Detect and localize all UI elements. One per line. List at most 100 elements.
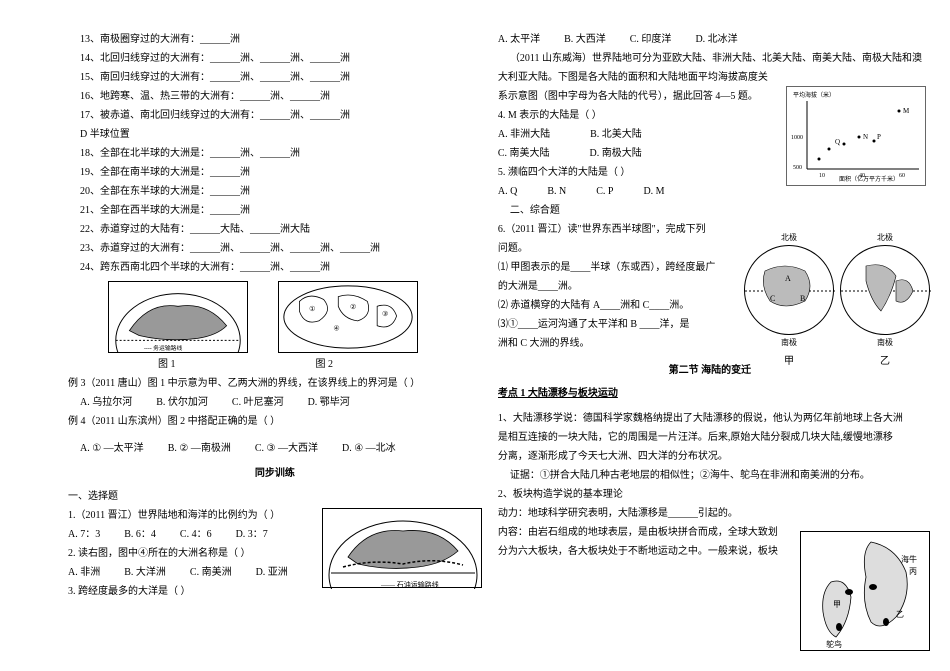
continents-figure: 海牛 丙 乙 甲 鸵鸟 [800, 531, 930, 651]
t2-figure: —— 石油运输路线 [322, 508, 482, 588]
svg-text:鸵鸟: 鸵鸟 [826, 639, 842, 649]
svg-text:海牛: 海牛 [901, 554, 917, 564]
t1-c: C. 4：6 [180, 525, 212, 544]
q4-b: B. 北美大陆 [590, 125, 642, 144]
q5-c: C. P [596, 182, 613, 201]
q17: 17、被赤道、南北回归线穿过的大洲有：______洲、______洲 [68, 106, 482, 125]
north-label-2: 北极 [877, 230, 893, 245]
t1-opts: A. 7：3 B. 6：4 C. 4：6 D. 3：7 [68, 525, 316, 544]
svg-text:②: ② [350, 303, 356, 311]
q14: 14、北回归线穿过的大洲有：______洲、______洲、______洲 [68, 49, 482, 68]
q5-d: D. M [643, 182, 664, 201]
ex4-opts: A. ① —太平洋 B. ② —南极洲 C. ③ —大西洋 D. ④ —北冰 [68, 439, 482, 458]
comp-title: 二、综合题 [498, 201, 922, 220]
fig2-caption: 图 2 [316, 355, 334, 374]
q18: 18、全部在北半球的大洲是：______洲、______洲 [68, 144, 482, 163]
globe-yi [840, 245, 930, 335]
svg-text:10: 10 [819, 173, 825, 179]
ex3-a: A. 乌拉尔河 [80, 393, 132, 412]
ex4-a: A. ① —太平洋 [80, 439, 144, 458]
svg-text:M: M [903, 107, 910, 115]
figure-1: ---- 务运输路线 [108, 281, 248, 353]
t2-c: C. 南美洲 [190, 563, 232, 582]
svg-text:500: 500 [793, 165, 802, 171]
q13: 13、南极圈穿过的大洲有：______洲 [68, 30, 482, 49]
ex4-d: D. ④ —北冰 [342, 439, 396, 458]
north-label-1: 北极 [781, 230, 797, 245]
figure-2: ① ② ③ ④ [278, 281, 418, 353]
svg-text:③: ③ [382, 310, 388, 318]
kp1-p3: 分离，逐渐形成了今天七大洲、四大洋的分布状况。 [498, 447, 922, 466]
svg-text:C: C [770, 294, 775, 303]
kp1-p2: 是相互连接的一块大陆，它的周围是一片汪洋。后来,原始大陆分裂成几块大陆,缓慢地漂… [498, 428, 922, 447]
rt-b: B. 大西洋 [564, 30, 606, 49]
right-column: A. 太平洋 B. 大西洋 C. 印度洋 D. 北冰洋 （2011 山东威海）世… [490, 30, 930, 651]
svg-text:丙: 丙 [909, 567, 917, 576]
svg-text:N: N [863, 133, 868, 141]
kp1-p4: 证据：①拼合大陆几种古老地层的相似性；②海牛、鸵鸟在非洲和南美洲的分布。 [498, 466, 922, 485]
svg-text:甲: 甲 [833, 600, 841, 609]
ex3-c: C. 叶尼塞河 [232, 393, 284, 412]
ex3: 例 3（2011 唐山）图 1 中示意为甲、乙两大洲的界线，在该界线上的界河是（… [68, 374, 482, 393]
t2-b: B. 大洋洲 [124, 563, 166, 582]
south-label-1: 南极 [781, 335, 797, 350]
ex4-c: C. ③ —大西洋 [255, 439, 318, 458]
left-column: 13、南极圈穿过的大洲有：______洲 14、北回归线穿过的大洲有：_____… [60, 30, 490, 651]
svg-text:④: ④ [333, 325, 339, 333]
q22: 22、赤道穿过的大陆有：______大陆、______洲大陆 [68, 220, 482, 239]
rt-d: D. 北冰洋 [695, 30, 737, 49]
globe-yi-label: 乙 [880, 352, 890, 371]
svg-text:P: P [877, 133, 881, 141]
svg-text:面积（亿万平方千米）: 面积（亿万平方千米） [839, 175, 899, 183]
kp2-p1: 2、板块构造学说的基本理论 [498, 485, 922, 504]
q4-d: D. 南极大陆 [590, 144, 642, 163]
ex3-d: D. 鄂毕河 [308, 393, 350, 412]
t1-d: D. 3：7 [236, 525, 268, 544]
svg-text:—— 石油运输路线: —— 石油运输路线 [380, 580, 439, 589]
rt-a: A. 太平洋 [498, 30, 540, 49]
q5-b: B. N [547, 182, 566, 201]
train-title: 同步训练 [68, 464, 482, 483]
q23: 23、赤道穿过的大洲有：______洲、______洲、______洲、____… [68, 239, 482, 258]
svg-text:平均海拔（米）: 平均海拔（米） [793, 91, 835, 99]
q24: 24、跨东西南北四个半球的大洲有：______洲、______洲 [68, 258, 482, 277]
t3: 3. 跨经度最多的大洋是（ ） [68, 582, 316, 601]
globe-jia: A B C [744, 245, 834, 335]
rt-c: C. 印度洋 [630, 30, 672, 49]
svg-text:40: 40 [859, 173, 865, 179]
t2: 2. 读右图，图中④所在的大洲名称是（ ） [68, 544, 316, 563]
ex3-opts: A. 乌拉尔河 B. 伏尔加河 C. 叶尼塞河 D. 鄂毕河 [68, 393, 482, 412]
q15: 15、南回归线穿过的大洲有：______洲、______洲、______洲 [68, 68, 482, 87]
south-label-2: 南极 [877, 335, 893, 350]
q5-a: A. Q [498, 182, 517, 201]
t1: 1.（2011 晋江）世界陆地和海洋的比例约为（ ） [68, 506, 316, 525]
fig1-caption: 图 1 [158, 355, 176, 374]
q19: 19、全部在南半球的大洲是：______洲 [68, 163, 482, 182]
ex4: 例 4（2011 山东滨州）图 2 中搭配正确的是（ ） [68, 412, 482, 431]
svg-text:乙: 乙 [896, 610, 904, 619]
t1-b: B. 6：4 [124, 525, 156, 544]
svg-text:①: ① [309, 305, 315, 313]
q20: 20、全部在东半球的大洲是：______洲 [68, 182, 482, 201]
q4-a: A. 非洲大陆 [498, 125, 550, 144]
kp1-p1: 1、大陆漂移学说：德国科学家魏格纳提出了大陆漂移的假说，他认为两亿年前地球上各大… [498, 409, 922, 428]
svg-text:A: A [785, 274, 791, 283]
globe-figures: 北极 A B C 南极 甲 北极 [744, 230, 930, 371]
kp2-p2: 动力：地球科学研究表明，大陆漂移是______引起的。 [498, 504, 922, 523]
p1: （2011 山东威海）世界陆地可分为亚欧大陆、非洲大陆、北美大陆、南美大陆、南极… [498, 49, 922, 68]
t2-d: D. 亚洲 [256, 563, 288, 582]
svg-text:60: 60 [899, 173, 905, 179]
figure-row: ---- 务运输路线 ① ② ③ ④ [108, 281, 482, 353]
svg-text:---- 务运输路线: ---- 务运输路线 [144, 344, 183, 352]
kp1-title: 考点 1 大陆漂移与板块运动 [498, 384, 922, 403]
d-title: D 半球位置 [68, 125, 482, 144]
ex3-b: B. 伏尔加河 [156, 393, 208, 412]
globe-jia-label: 甲 [784, 352, 794, 371]
q16: 16、地跨寒、温、热三带的大洲有：______洲、______洲 [68, 87, 482, 106]
scatter-chart: 平均海拔（米） 500 1000 M N P Q 面积（亿万平方千米） 10 4… [786, 86, 926, 186]
t2-opts: A. 非洲 B. 大洋洲 C. 南美洲 D. 亚洲 [68, 563, 316, 582]
q4-c: C. 南美大陆 [498, 144, 550, 163]
t2-a: A. 非洲 [68, 563, 100, 582]
q21: 21、全部在西半球的大洲是：______洲 [68, 201, 482, 220]
sel-title: 一、选择题 [68, 487, 482, 506]
